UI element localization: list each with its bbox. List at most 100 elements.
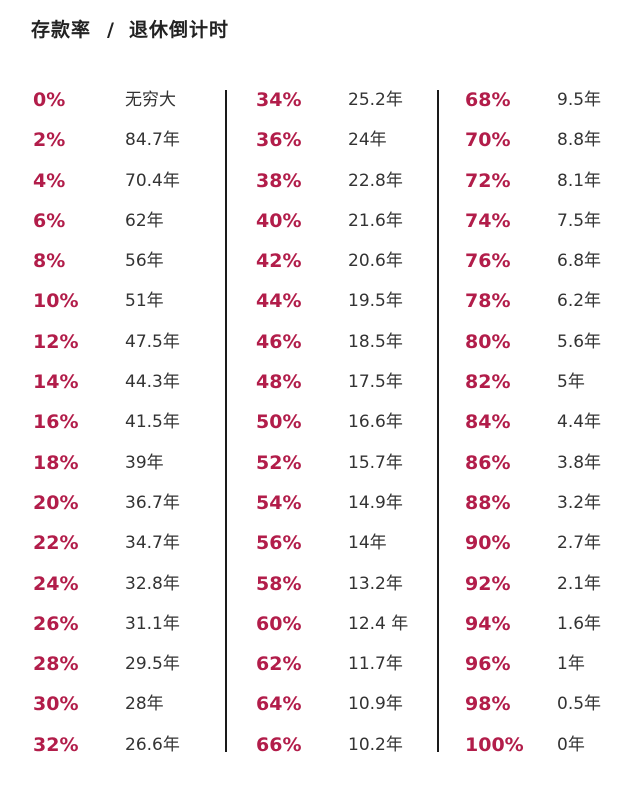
table-row: 16% 41.5年 [33,402,243,442]
table-row: 56% 14年 [256,523,466,563]
years-to-retirement: 26.6年 [125,734,180,755]
table-row: 0% 无穷大 [33,80,243,120]
years-to-retirement: 24年 [348,130,387,151]
years-to-retirement: 51年 [125,291,164,312]
years-to-retirement: 14.9年 [348,492,403,513]
years-to-retirement: 19.5年 [348,291,403,312]
table-row: 28% 29.5年 [33,644,243,684]
years-to-retirement: 无穷大 [125,90,176,110]
savings-rate: 36% [256,129,302,152]
years-to-retirement: 8.1年 [557,170,602,191]
table-row: 24% 32.8年 [33,564,243,604]
savings-rate: 52% [256,451,302,474]
table-row: 32% 26.6年 [33,725,243,765]
years-to-retirement: 1.6年 [557,613,602,634]
years-to-retirement: 47.5年 [125,331,180,352]
savings-rate: 58% [256,572,302,595]
savings-rate: 26% [33,612,79,635]
table-row: 18% 39年 [33,443,243,483]
savings-rate: 68% [465,89,511,111]
table-row: 70% 8.8年 [465,120,640,160]
savings-rate: 92% [465,572,511,595]
column-divider-1 [225,90,227,752]
table-row: 96% 1年 [465,644,640,684]
savings-rate: 72% [465,169,511,192]
table-row: 30% 28年 [33,684,243,724]
table-row: 52% 15.7年 [256,443,466,483]
table-row: 76% 6.8年 [465,241,640,281]
table-row: 48% 17.5年 [256,362,466,402]
savings-rate: 46% [256,330,302,353]
savings-rate: 94% [465,612,511,635]
years-to-retirement: 6.8年 [557,251,602,272]
table-row: 84% 4.4年 [465,402,640,442]
table-row: 46% 18.5年 [256,322,466,362]
years-to-retirement: 2.1年 [557,573,602,594]
years-to-retirement: 7.5年 [557,210,602,231]
savings-rate: 14% [33,371,79,394]
table-row: 68% 9.5年 [465,80,640,120]
years-to-retirement: 29.5年 [125,654,180,675]
savings-rate: 84% [465,411,511,434]
savings-rate: 80% [465,330,511,353]
savings-rate: 56% [256,532,302,555]
savings-rate: 30% [33,693,79,716]
savings-rate: 12% [33,330,79,353]
years-to-retirement: 32.8年 [125,573,180,594]
savings-rate: 42% [256,250,302,273]
savings-rate: 6% [33,209,66,232]
savings-rate: 28% [33,653,79,676]
table-row: 36% 24年 [256,120,466,160]
table-row: 42% 20.6年 [256,241,466,281]
savings-rate: 2% [33,129,66,152]
table-row: 10% 51年 [33,281,243,321]
table-row: 20% 36.7年 [33,483,243,523]
table-row: 2% 84.7年 [33,120,243,160]
table-row: 100% 0年 [465,725,640,765]
table-row: 88% 3.2年 [465,483,640,523]
years-to-retirement: 5年 [557,372,585,393]
savings-rate: 32% [33,733,79,756]
table-row: 98% 0.5年 [465,684,640,724]
years-to-retirement: 0年 [557,734,585,755]
years-to-retirement: 22.8年 [348,170,403,191]
years-to-retirement: 21.6年 [348,210,403,231]
table-row: 94% 1.6年 [465,604,640,644]
years-to-retirement: 4.4年 [557,412,602,433]
savings-rate: 70% [465,129,511,152]
table-row: 90% 2.7年 [465,523,640,563]
savings-rate: 4% [33,169,66,192]
years-to-retirement: 10.2年 [348,734,403,755]
savings-rate: 78% [465,290,511,313]
years-to-retirement: 5.6年 [557,331,602,352]
years-to-retirement: 39年 [125,452,164,473]
years-to-retirement: 17.5年 [348,372,403,393]
table-row: 78% 6.2年 [465,281,640,321]
years-to-retirement: 44.3年 [125,372,180,393]
savings-rate: 10% [33,290,79,313]
years-to-retirement: 12.4 年 [348,613,409,634]
savings-rate: 44% [256,290,302,313]
table-row: 60% 12.4 年 [256,604,466,644]
years-to-retirement: 31.1年 [125,613,180,634]
savings-rate: 74% [465,209,511,232]
table-row: 62% 11.7年 [256,644,466,684]
years-to-retirement: 15.7年 [348,452,403,473]
table-column-2: 34% 25.2年 36% 24年 38% 22.8年 40% 21.6年 42% 20.6年 44… [256,80,466,765]
savings-rate: 8% [33,250,66,273]
savings-rate: 88% [465,491,511,514]
savings-rate: 98% [465,693,511,716]
years-to-retirement: 28年 [125,694,164,715]
years-to-retirement: 84.7年 [125,130,180,151]
years-to-retirement: 34.7年 [125,533,180,554]
table-row: 44% 19.5年 [256,281,466,321]
savings-rate: 22% [33,532,79,555]
table-row: 82% 5年 [465,362,640,402]
table-row: 72% 8.1年 [465,161,640,201]
savings-rate: 54% [256,491,302,514]
savings-rate: 34% [256,89,302,111]
table-column-3: 68% 9.5年 70% 8.8年 72% 8.1年 74% 7.5年 76% 6.8年 78% 6.… [465,80,640,765]
savings-rate: 40% [256,209,302,232]
table-row: 74% 7.5年 [465,201,640,241]
table-row: 86% 3.8年 [465,443,640,483]
